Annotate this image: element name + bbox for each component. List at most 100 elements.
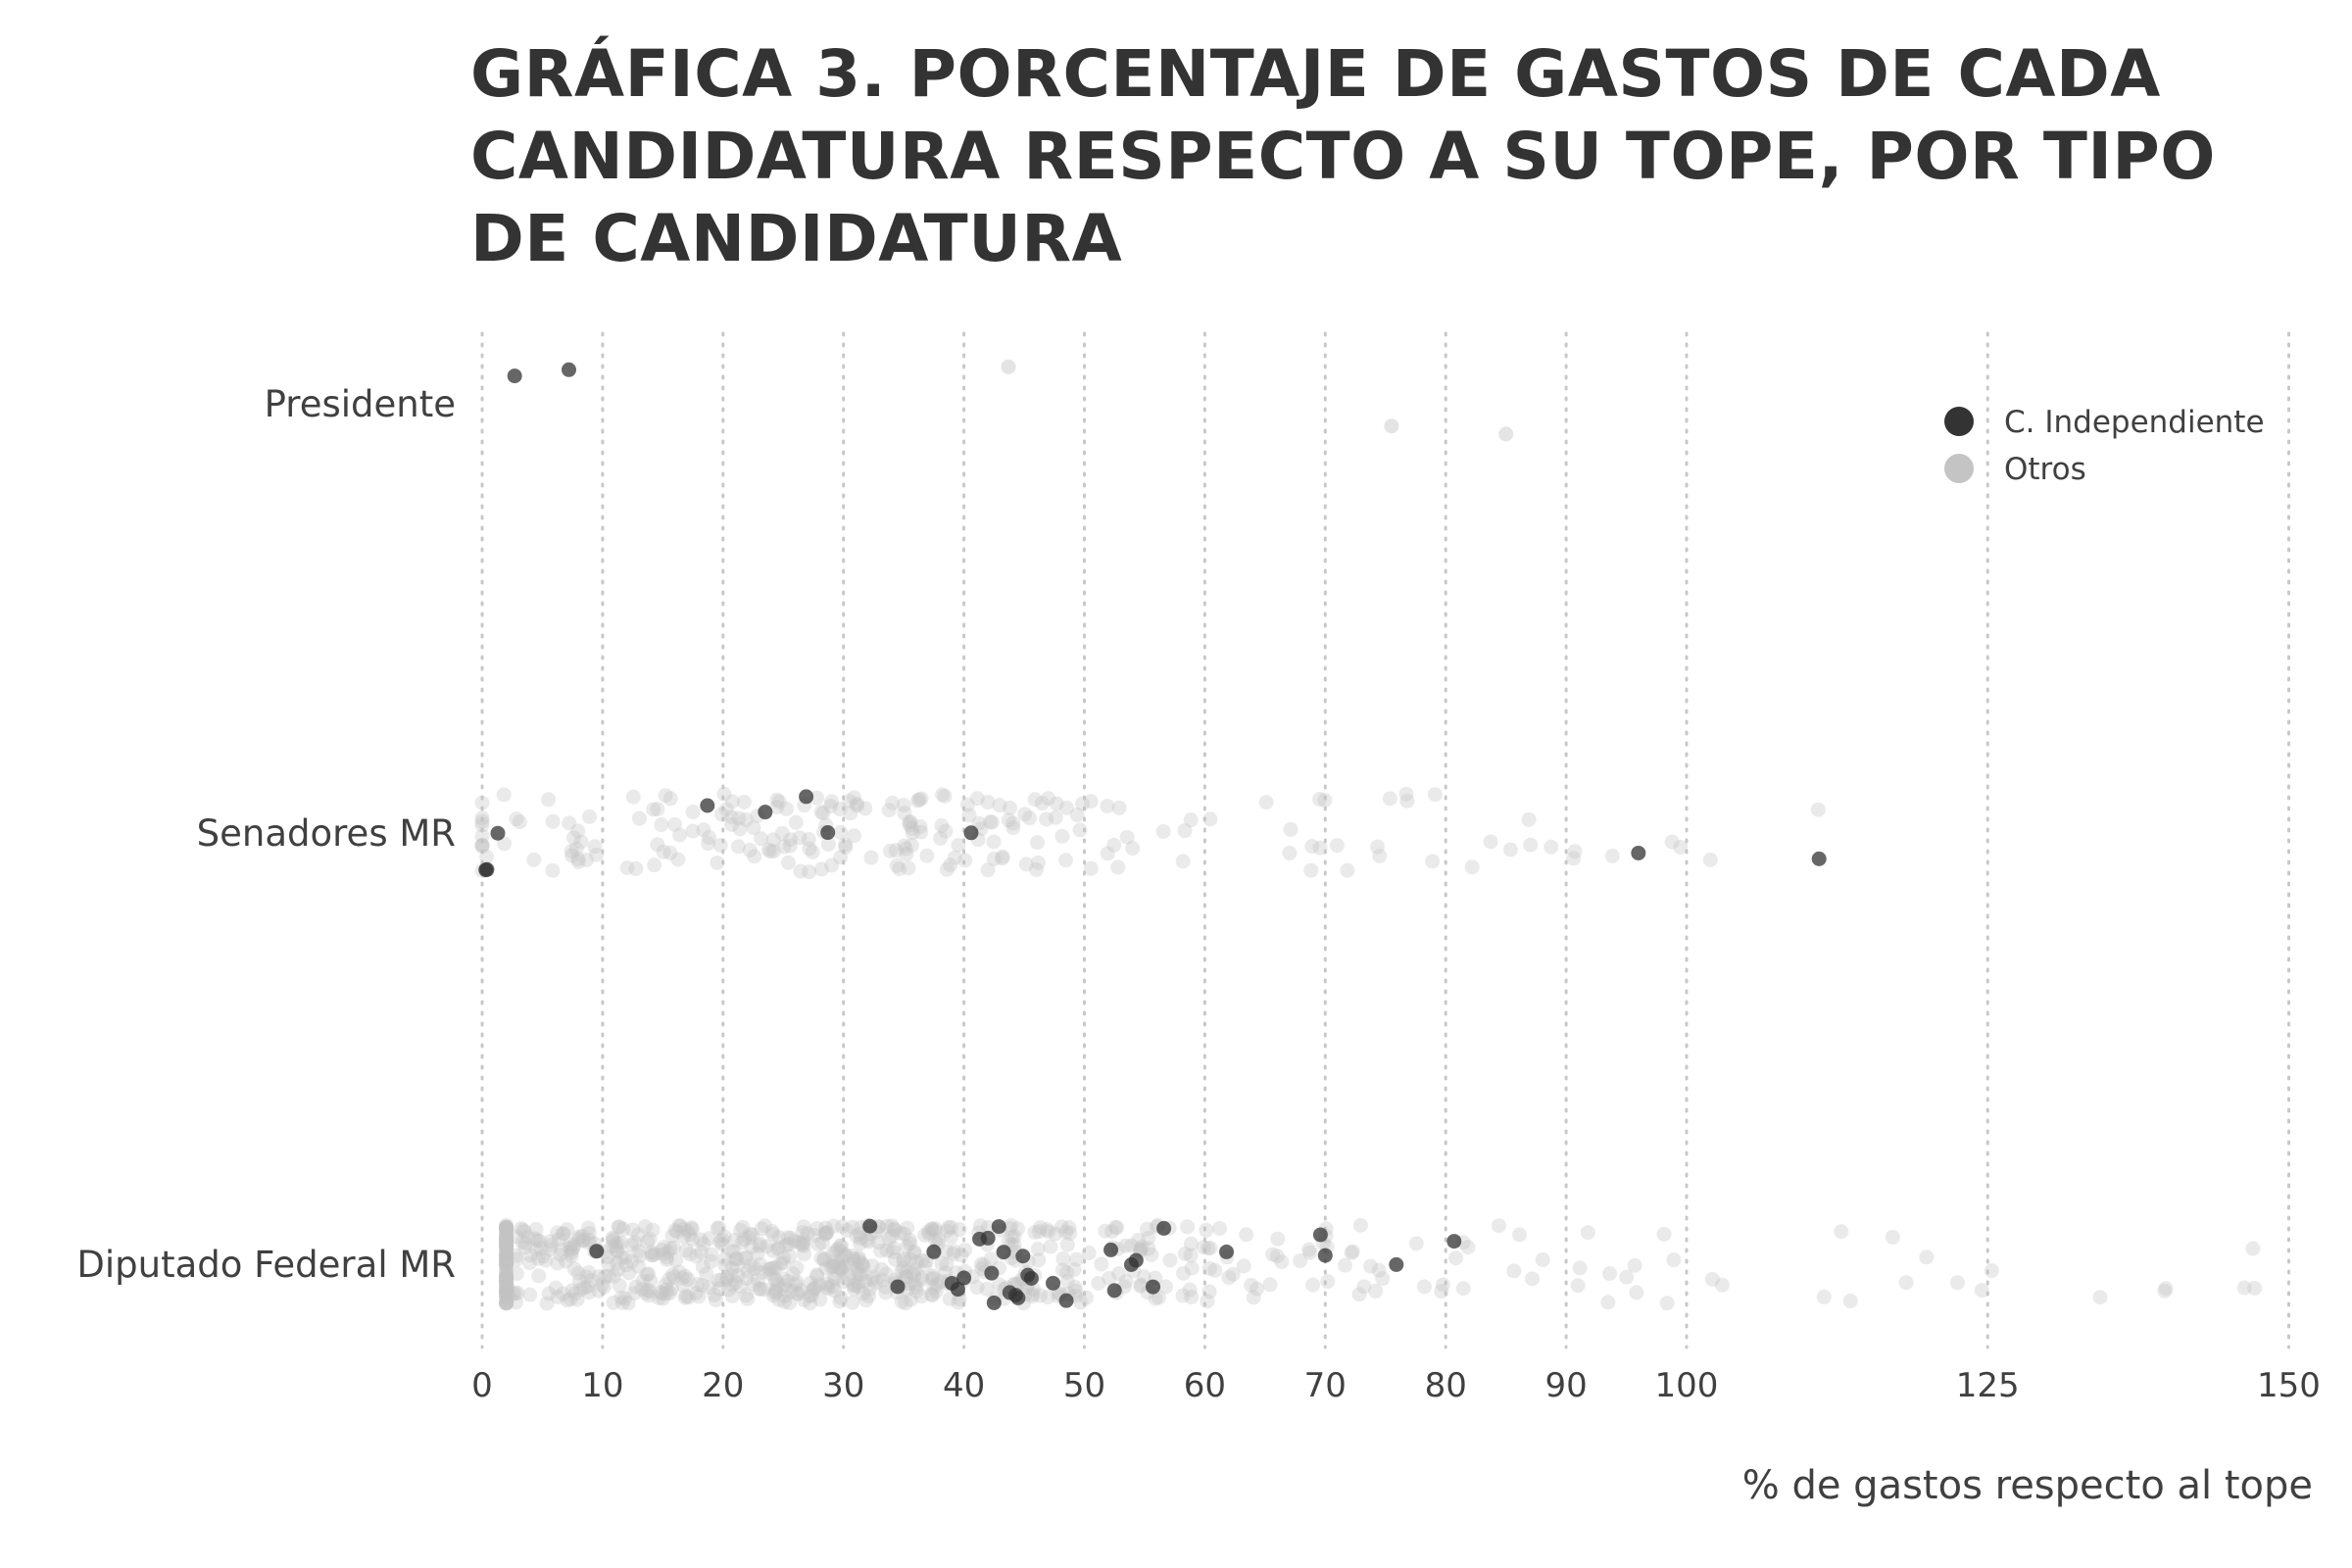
point-otros [631,810,647,826]
point-otros [718,1272,734,1288]
point-otros [617,1250,633,1265]
point-otros [856,1258,871,1274]
legend[interactable]: C. Independiente Otros [1944,405,2265,487]
point-otros [672,827,688,843]
point-otros [934,1255,950,1271]
point-otros [899,846,914,861]
point-otros [1270,1231,1286,1247]
point-otros [642,1283,658,1298]
point-c-independiente [1103,1242,1119,1257]
point-otros [1329,838,1345,854]
point-otros [746,820,761,836]
point-otros [506,1287,521,1302]
point-otros [847,1253,862,1269]
point-otros [1049,796,1064,811]
point-otros [499,1257,514,1273]
point-otros [499,1249,514,1264]
point-otros [634,1281,650,1297]
point-otros [1483,834,1498,850]
point-otros [903,814,918,830]
x-tick-label: 70 [1304,1366,1347,1405]
point-otros [499,1278,514,1294]
point-otros [501,1287,516,1302]
point-otros [833,824,849,840]
point-c-independiente [1058,1293,1074,1308]
point-otros [772,1256,788,1272]
x-tick-label: 60 [1184,1366,1226,1405]
point-otros [924,1221,940,1237]
point-c-independiente [862,1218,878,1234]
point-c-independiente [1046,1275,1061,1291]
point-otros [910,793,926,808]
point-otros [833,1239,849,1254]
point-otros [957,853,973,868]
point-otros [591,1283,607,1298]
point-otros [574,1228,590,1244]
point-otros [499,1295,514,1310]
point-otros [888,843,904,858]
point-otros [1659,1296,1675,1311]
point-otros [1502,842,1518,858]
point-otros [1032,1288,1048,1303]
point-otros [797,1238,812,1253]
point-otros [499,1270,514,1286]
point-otros [816,1250,832,1266]
point-c-independiente [1446,1234,1462,1250]
point-otros [609,1243,624,1258]
legend-label-otros: Otros [2004,452,2086,487]
point-otros [499,1219,514,1235]
x-tick-label: 40 [943,1366,985,1405]
point-c-independiente [980,1230,996,1246]
point-otros [499,1273,514,1289]
point-otros [598,1269,613,1285]
point-otros [1816,1289,1832,1304]
point-otros [499,1263,514,1279]
point-c-independiente [986,1295,1002,1310]
series-c-independiente [478,362,1827,1310]
point-otros [752,1281,767,1297]
x-tick-label: 20 [702,1366,744,1405]
point-otros [681,1290,697,1305]
point-otros [543,1234,559,1250]
point-otros [581,1232,597,1248]
point-otros [797,1293,812,1308]
point-otros [1196,1240,1211,1255]
point-otros [1398,786,1414,802]
point-otros [1236,1258,1251,1274]
point-otros [623,1237,639,1252]
point-otros [661,1245,676,1260]
point-otros [771,1230,787,1246]
point-otros [1312,791,1328,807]
point-otros [1262,1277,1278,1293]
point-otros [499,1236,514,1251]
point-c-independiente [984,1265,1000,1281]
point-otros [856,1286,871,1301]
point-otros [635,1273,651,1289]
point-otros [828,1271,844,1287]
point-otros [508,1285,523,1300]
point-otros [892,861,907,877]
point-c-independiente [1128,1252,1144,1268]
point-otros [532,1233,548,1249]
point-otros [1320,1274,1336,1290]
point-otros [625,789,641,805]
point-otros [805,844,820,859]
point-otros [564,844,579,859]
point-otros [913,824,929,840]
point-otros [1041,1224,1056,1240]
point-otros [680,1223,696,1239]
legend-marker-c-independiente [1944,407,1974,436]
point-otros [733,1279,749,1295]
point-otros [780,1273,796,1289]
point-otros [819,1224,835,1240]
point-otros [1664,834,1680,850]
point-otros [678,1288,694,1303]
point-otros [1704,1271,1720,1287]
point-otros [849,796,864,811]
point-otros [499,1269,514,1285]
point-otros [659,1286,674,1301]
point-otros [762,1265,778,1281]
point-otros [499,1222,514,1238]
point-otros [545,862,561,878]
point-otros [499,1273,514,1289]
